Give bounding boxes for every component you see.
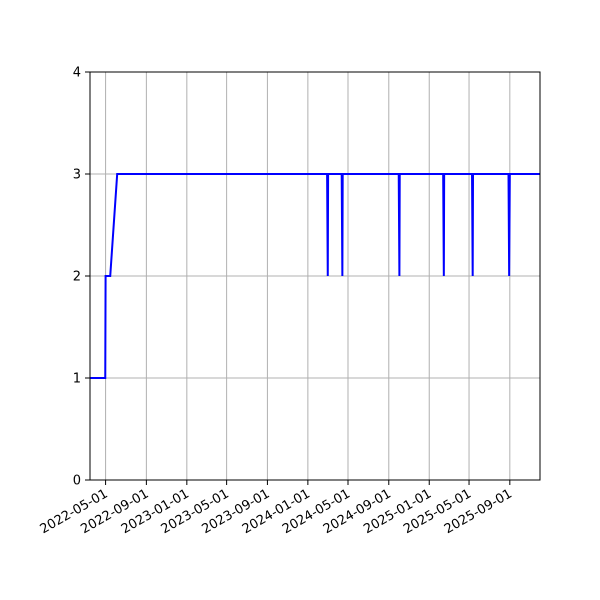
- series-line: [90, 173, 540, 379]
- y-tick-label: 3: [73, 168, 81, 183]
- series-layer: [90, 173, 540, 379]
- y-tick-label: 1: [73, 372, 81, 387]
- y-tick-label: 2: [73, 270, 81, 285]
- y-tick-label: 0: [73, 474, 81, 489]
- axis-ticks: 012342022-05-012022-09-012023-01-012023-…: [38, 66, 515, 538]
- y-tick-label: 4: [73, 66, 81, 81]
